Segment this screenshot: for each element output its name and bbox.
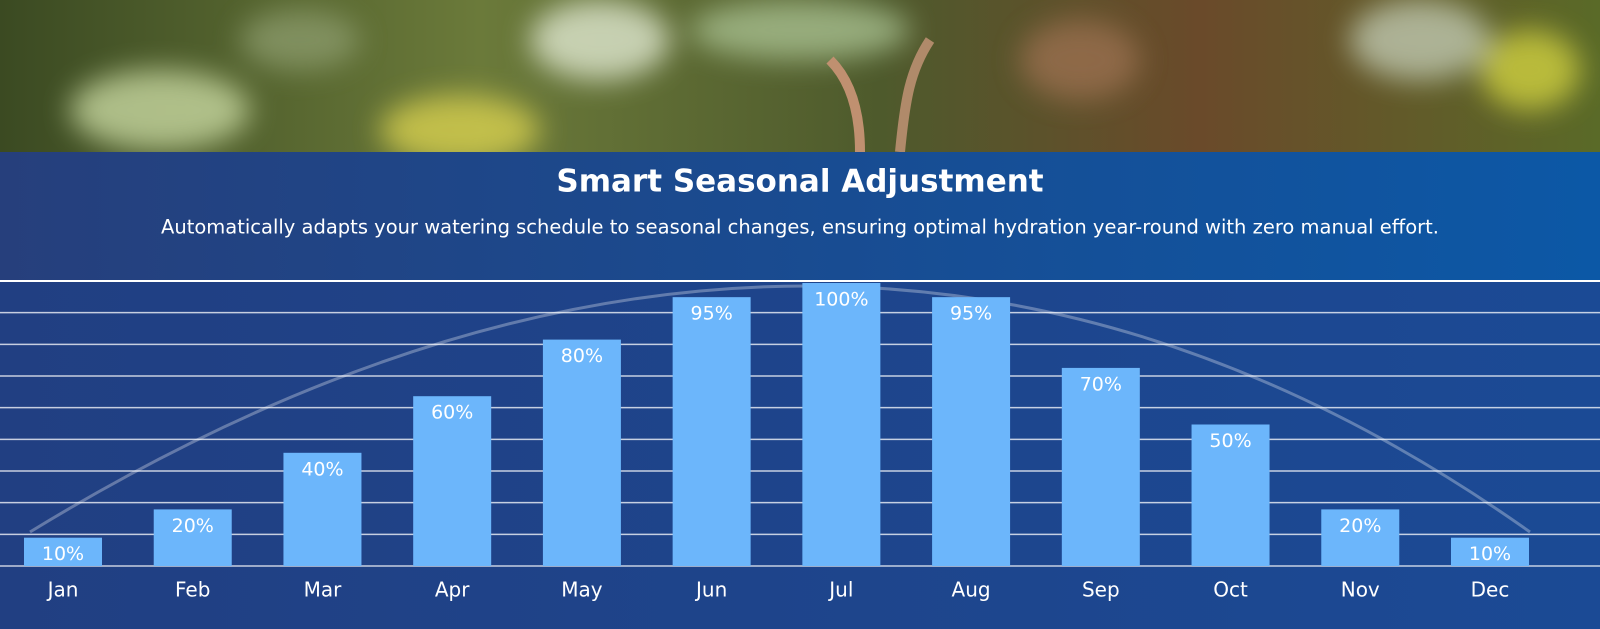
bar [1061,367,1140,566]
bar [413,396,492,566]
value-label: 20% [1339,515,1381,537]
bar [802,283,881,566]
bar [1321,509,1400,566]
bar [1191,424,1270,566]
x-tick-label: Jan [46,578,79,602]
value-label: 60% [431,402,473,424]
chart-title: Smart Seasonal Adjustment [556,164,1043,200]
value-label: 95% [950,303,992,325]
x-tick-label: Jun [694,578,727,602]
value-label: 50% [1209,430,1251,452]
bar [672,297,751,566]
value-label: 70% [1080,373,1122,395]
bar [542,339,621,566]
x-tick-label: Nov [1341,578,1380,602]
x-tick-label: Sep [1082,578,1120,602]
value-label: 20% [172,515,214,537]
value-label: 80% [561,345,603,367]
x-tick-label: Feb [175,578,210,602]
chart-subtitle: Automatically adapts your watering sched… [161,216,1439,239]
plot-area [0,281,1600,629]
bar [24,537,102,566]
x-tick-label: Jul [827,578,853,602]
bar [153,509,232,566]
bar [283,452,362,566]
x-tick-label: Dec [1471,578,1510,602]
x-tick-label: Mar [304,578,343,602]
bar [932,297,1011,566]
x-tick-label: Aug [952,578,991,602]
value-label: 10% [1469,543,1511,565]
x-tick-label: May [561,578,603,602]
x-tick-label: Apr [435,578,470,602]
value-label: 10% [42,543,84,565]
value-label: 95% [691,303,733,325]
x-tick-label: Oct [1213,578,1248,602]
value-label: 100% [814,289,868,311]
header-photo [0,0,1600,165]
bar [1451,537,1529,566]
value-label: 40% [301,458,343,480]
